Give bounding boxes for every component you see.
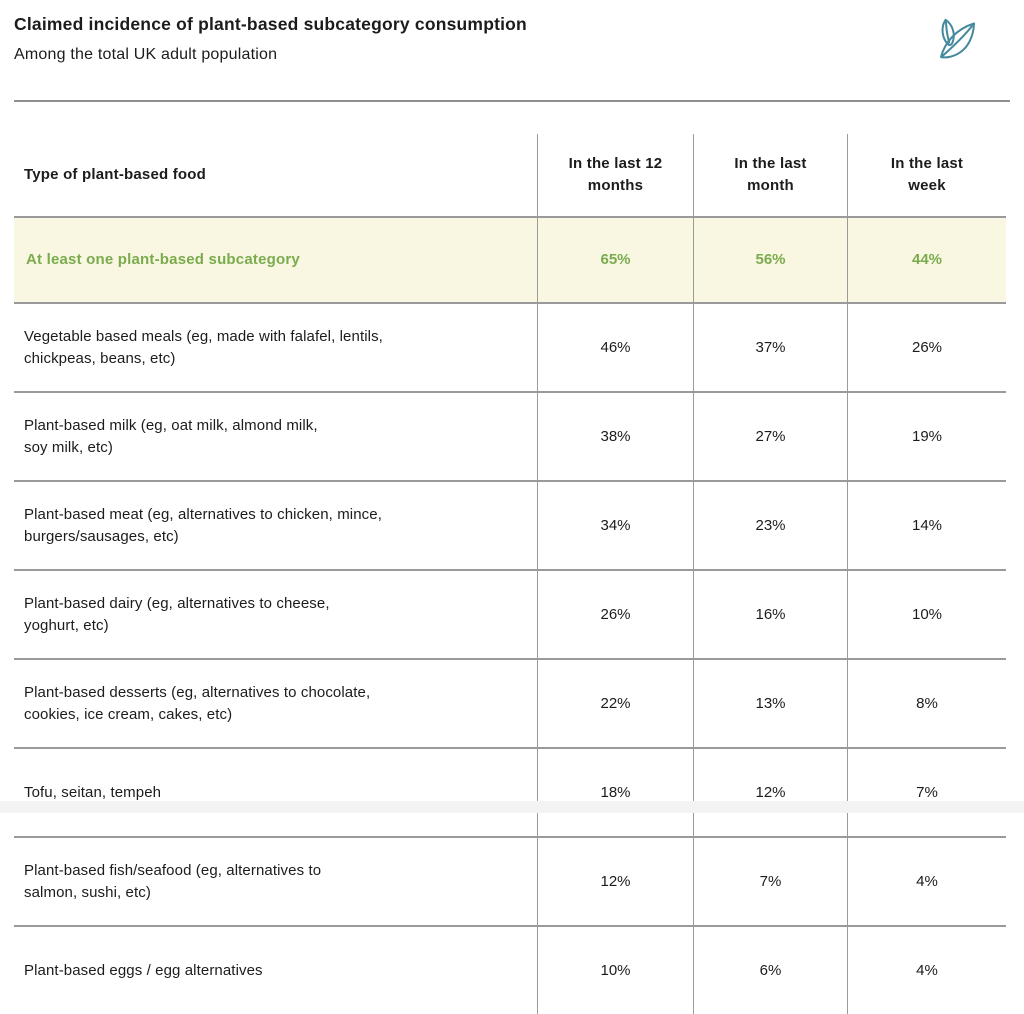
table-header-row: Type of plant-based food In the last 12 … <box>14 134 1006 218</box>
value-last-month: 7% <box>693 838 847 925</box>
page-title: Claimed incidence of plant-based subcate… <box>14 14 527 34</box>
value-last-week: 19% <box>847 393 1006 480</box>
value-last-12-months: 65% <box>537 218 693 302</box>
value-last-week: 4% <box>847 927 1006 1014</box>
value-last-12-months: 12% <box>537 838 693 925</box>
value-last-month: 56% <box>693 218 847 302</box>
column-header-last-month: In the last month <box>693 134 847 216</box>
value-last-12-months: 38% <box>537 393 693 480</box>
column-header-last-12-months: In the last 12 months <box>537 134 693 216</box>
value-last-month: 16% <box>693 571 847 658</box>
value-last-month: 27% <box>693 393 847 480</box>
table-row-vegetable-meals: Vegetable based meals (eg, made with fal… <box>14 304 1006 393</box>
leaf-icon <box>932 14 980 67</box>
header-divider <box>14 100 1010 102</box>
row-label: Plant-based dairy (eg, alternatives to c… <box>24 594 330 634</box>
table-row-total-highlight: At least one plant-based subcategory 65%… <box>14 218 1006 304</box>
value-last-month: 37% <box>693 304 847 391</box>
value-last-week: 26% <box>847 304 1006 391</box>
row-label: At least one plant-based subcategory <box>26 251 300 268</box>
value-last-week: 10% <box>847 571 1006 658</box>
column-header-last-week: In the last week <box>847 134 1006 216</box>
value-last-week: 14% <box>847 482 1006 569</box>
table-row-eggs: Plant-based eggs / egg alternatives 10% … <box>14 927 1006 1014</box>
row-label: Plant-based eggs / egg alternatives <box>24 961 263 979</box>
value-last-week: 44% <box>847 218 1006 302</box>
value-last-12-months: 34% <box>537 482 693 569</box>
table-row-desserts: Plant-based desserts (eg, alternatives t… <box>14 660 1006 749</box>
value-last-month: 13% <box>693 660 847 747</box>
row-label: Tofu, seitan, tempeh <box>24 783 162 801</box>
value-last-month: 23% <box>693 482 847 569</box>
value-last-week: 4% <box>847 838 1006 925</box>
value-last-12-months: 18% <box>537 749 693 836</box>
row-label: Plant-based meat (eg, alternatives to ch… <box>24 505 382 545</box>
value-last-month: 12% <box>693 749 847 836</box>
value-last-week: 7% <box>847 749 1006 836</box>
consumption-table: Type of plant-based food In the last 12 … <box>14 134 1006 1014</box>
value-last-week: 8% <box>847 660 1006 747</box>
row-label: Plant-based milk (eg, oat milk, almond m… <box>24 416 318 456</box>
value-last-12-months: 26% <box>537 571 693 658</box>
row-label: Plant-based desserts (eg, alternatives t… <box>24 683 371 723</box>
table-row-meat: Plant-based meat (eg, alternatives to ch… <box>14 482 1006 571</box>
value-last-12-months: 22% <box>537 660 693 747</box>
value-last-12-months: 46% <box>537 304 693 391</box>
title-block: Claimed incidence of plant-based subcate… <box>14 13 527 66</box>
row-label: Vegetable based meals (eg, made with fal… <box>24 327 383 367</box>
page-subtitle: Among the total UK adult population <box>14 45 278 63</box>
row-label: Plant-based fish/seafood (eg, alternativ… <box>24 861 322 901</box>
page-edge-strip <box>0 801 1024 813</box>
table-row-tofu: Tofu, seitan, tempeh 18% 12% 7% <box>14 749 1006 838</box>
table-row-fish-seafood: Plant-based fish/seafood (eg, alternativ… <box>14 838 1006 927</box>
table-row-milk: Plant-based milk (eg, oat milk, almond m… <box>14 393 1006 482</box>
table-row-dairy: Plant-based dairy (eg, alternatives to c… <box>14 571 1006 660</box>
value-last-month: 6% <box>693 927 847 1014</box>
column-header-food-type: Type of plant-based food <box>24 166 207 183</box>
figure-header: Claimed incidence of plant-based subcate… <box>14 0 1006 67</box>
value-last-12-months: 10% <box>537 927 693 1014</box>
